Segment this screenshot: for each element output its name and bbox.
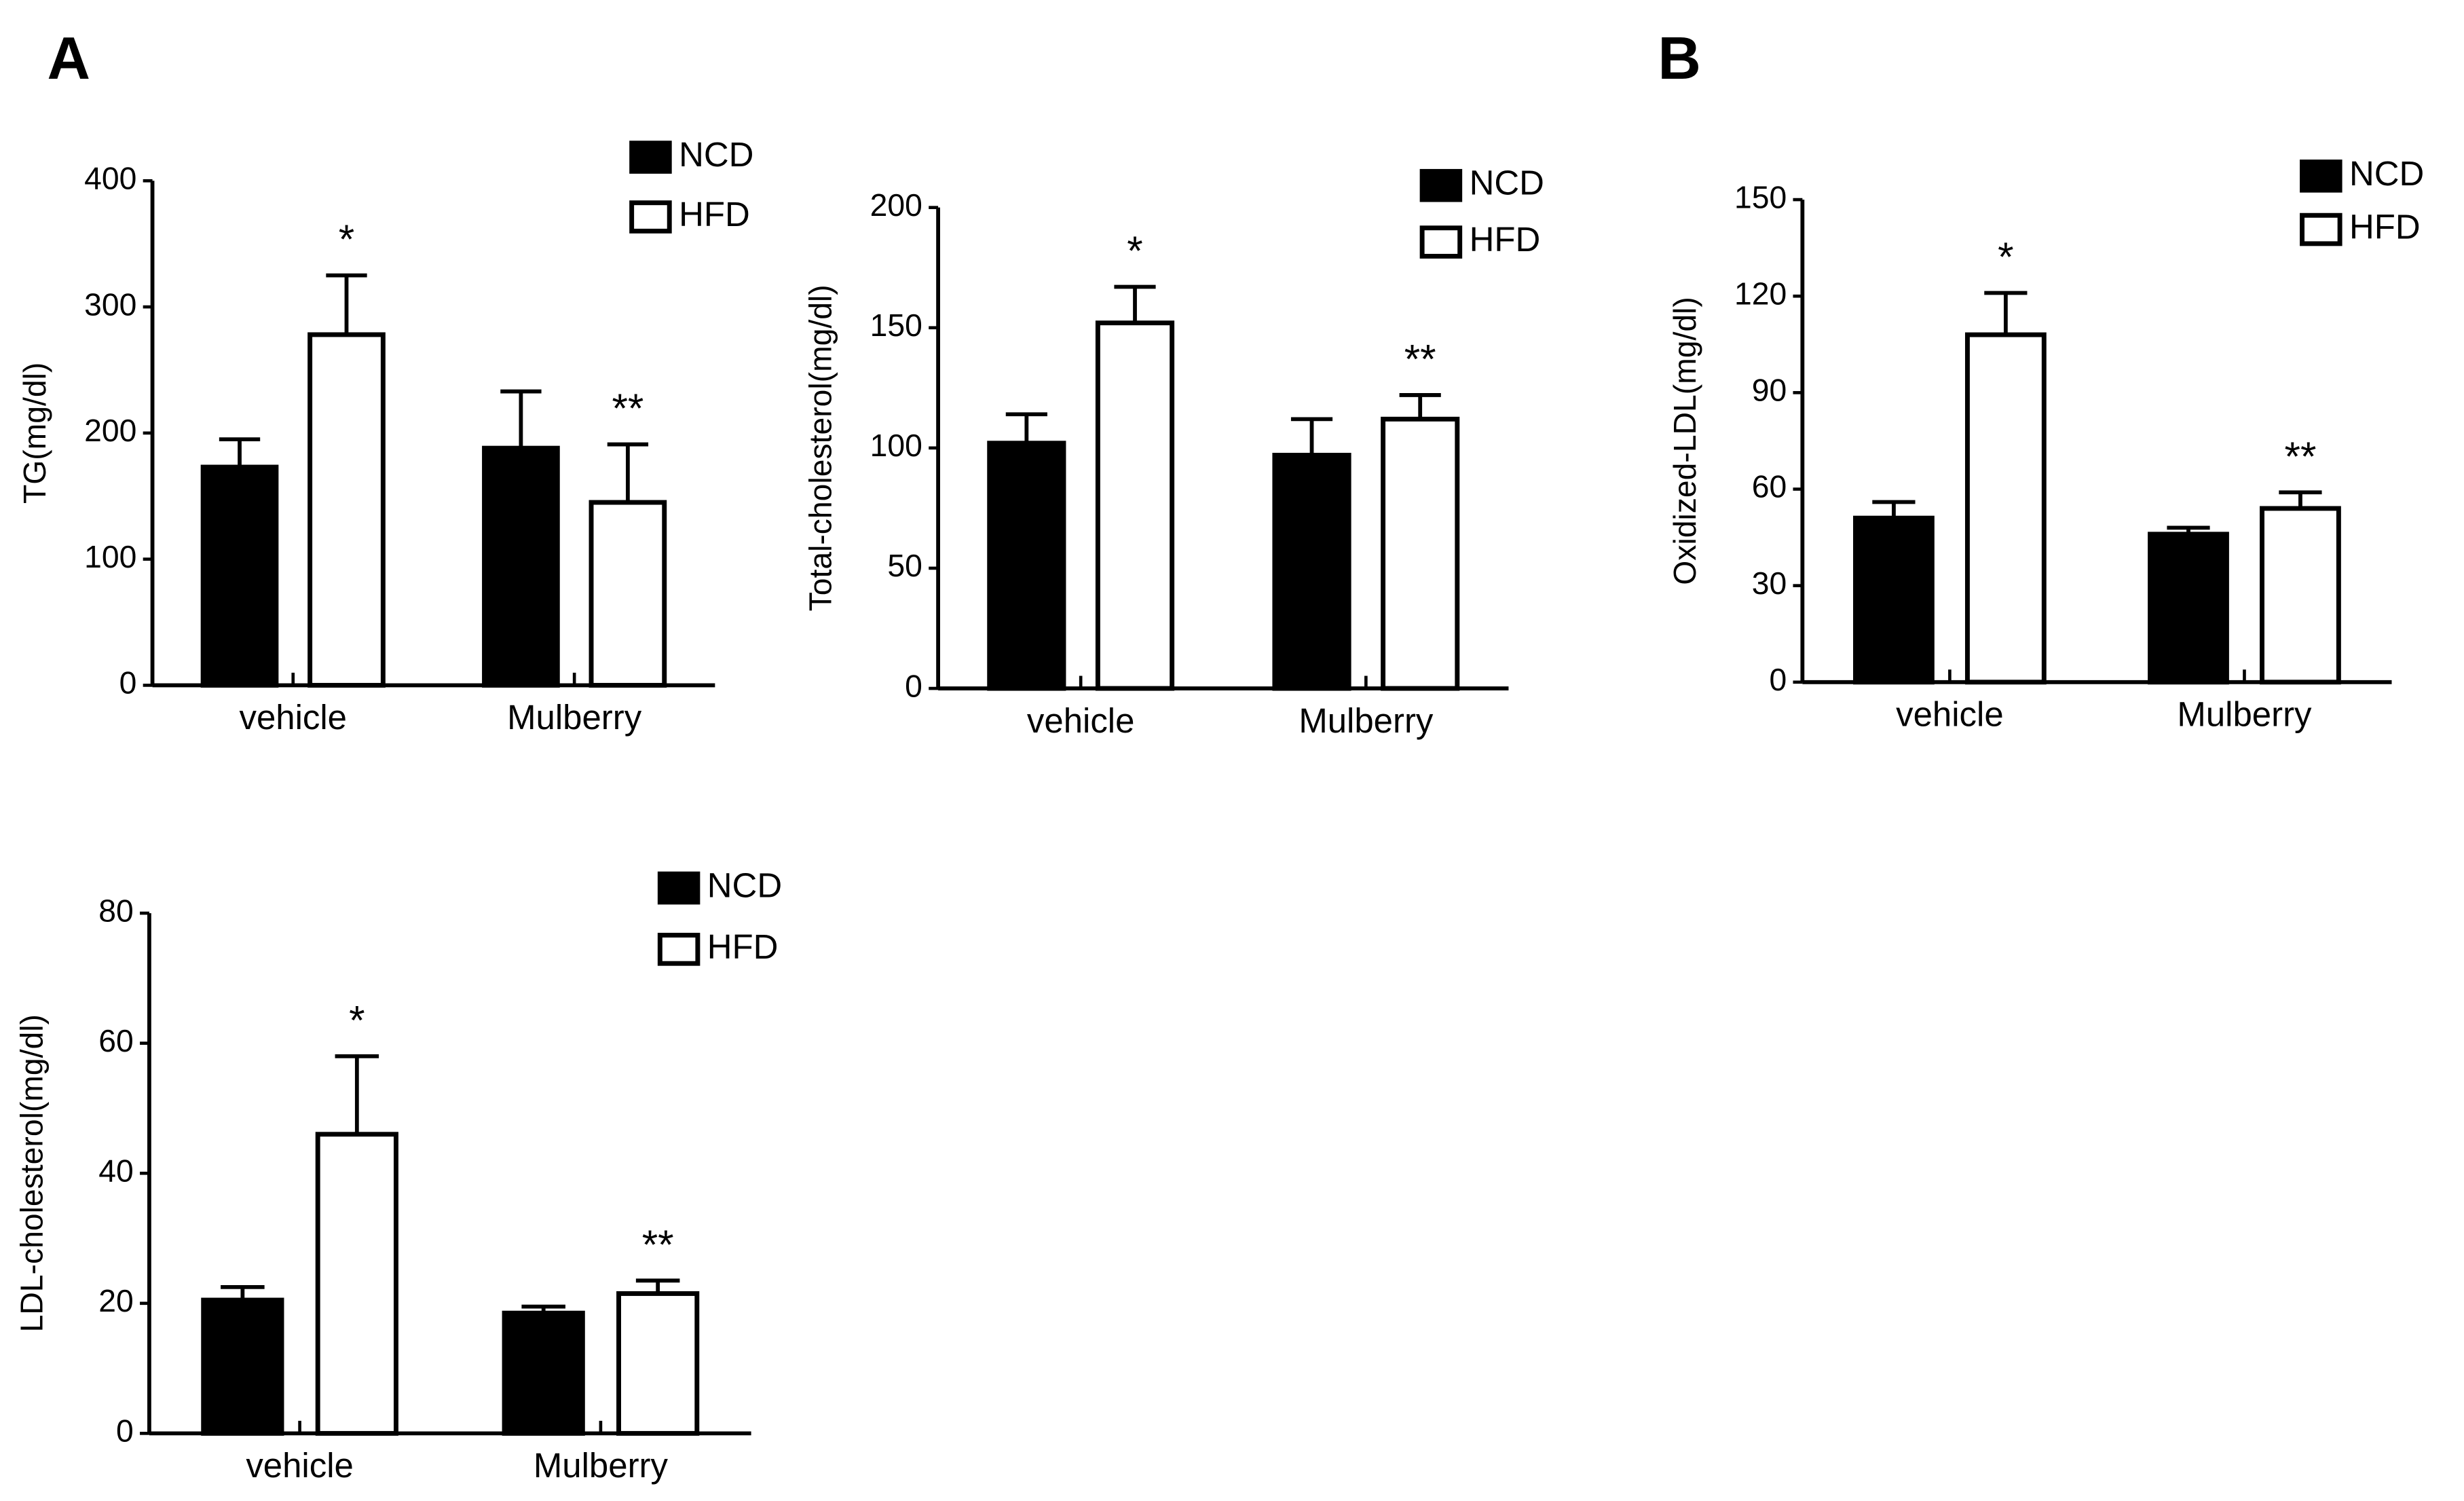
significance-label: * xyxy=(1127,228,1142,274)
chart: 0 20 40 60 80 LDL-cholesterol(mg/dl) vehicle Mu… xyxy=(14,866,783,1485)
x-tick-label: vehicle xyxy=(246,1446,354,1485)
bar xyxy=(1272,453,1351,691)
x-tick-label: vehicle xyxy=(1027,701,1135,740)
y-tick-label: 100 xyxy=(84,539,136,574)
y-tick-label: 80 xyxy=(98,893,134,928)
legend-swatch xyxy=(657,933,701,966)
significance-label: ** xyxy=(2285,434,2317,479)
y-tick-label: 300 xyxy=(84,286,136,322)
legend-swatch xyxy=(657,871,701,905)
y-tick-label: 40 xyxy=(98,1153,134,1188)
bar xyxy=(1964,332,2047,685)
bar xyxy=(1095,320,1175,691)
y-tick-label: 200 xyxy=(84,413,136,448)
bar xyxy=(1853,515,1935,685)
legend-label: NCD xyxy=(679,135,753,174)
y-tick-label: 0 xyxy=(116,1413,134,1449)
y-axis-label: Oxidized-LDL(mg/dl) xyxy=(1667,297,1702,585)
y-tick-label: 50 xyxy=(887,548,922,583)
x-tick-label: vehicle xyxy=(239,698,347,737)
bar xyxy=(307,332,386,688)
legend-swatch xyxy=(1419,225,1463,259)
y-axis-label: LDL-cholesterol(mg/dl) xyxy=(14,1014,50,1332)
significance-label: ** xyxy=(1404,337,1436,382)
bar xyxy=(1381,416,1460,691)
bar xyxy=(589,500,667,688)
bar xyxy=(2260,506,2341,685)
bar xyxy=(616,1291,700,1436)
legend-swatch xyxy=(2300,212,2342,246)
bar xyxy=(502,1310,585,1436)
legend-label: HFD xyxy=(1470,220,1541,259)
y-tick-label: 120 xyxy=(1734,276,1787,311)
legend-label: HFD xyxy=(2349,208,2421,246)
chart: 0 30 60 90 120 150 Oxidized-LDL(mg/dl) vehicle M… xyxy=(1667,154,2424,734)
panel-label: B xyxy=(1658,24,1701,92)
significance-label: ** xyxy=(642,1222,674,1267)
y-tick-label: 60 xyxy=(1752,469,1787,504)
legend-label: HFD xyxy=(707,927,779,966)
x-tick-label: Mulberry xyxy=(534,1446,669,1485)
y-axis-label: TG(mg/dl) xyxy=(17,363,52,504)
legend-label: HFD xyxy=(679,195,750,234)
chart: 0 100 200 300 400 TG(mg/dl) vehicle Mulberry NCD… xyxy=(17,135,753,737)
legend-swatch xyxy=(629,200,672,234)
x-tick-label: Mulberry xyxy=(1299,701,1434,740)
chart: 0 50 100 150 200 Total-cholesterol(mg/dl) vehi… xyxy=(803,164,1544,740)
y-tick-label: 400 xyxy=(84,161,136,196)
bar xyxy=(2148,532,2229,685)
significance-label: * xyxy=(349,997,365,1043)
y-tick-label: 20 xyxy=(98,1283,134,1318)
significance-label: * xyxy=(339,217,354,262)
y-tick-label: 200 xyxy=(870,187,922,223)
bar xyxy=(315,1132,398,1436)
bar xyxy=(987,441,1066,691)
bar xyxy=(482,445,560,688)
legend-swatch xyxy=(629,141,672,174)
legend-swatch xyxy=(2300,160,2342,193)
y-axis-label: Total-cholesterol(mg/dl) xyxy=(803,284,838,611)
legend-label: NCD xyxy=(707,866,782,905)
y-tick-label: 60 xyxy=(98,1023,134,1058)
y-tick-label: 150 xyxy=(1734,179,1787,215)
y-tick-label: 0 xyxy=(905,668,922,703)
bar xyxy=(200,464,279,688)
legend-label: NCD xyxy=(1470,164,1544,202)
y-tick-label: 150 xyxy=(870,308,922,343)
panel-label: A xyxy=(47,24,90,92)
y-tick-label: 0 xyxy=(1769,662,1787,697)
significance-label: ** xyxy=(612,386,643,431)
bar xyxy=(201,1297,284,1436)
x-tick-label: Mulberry xyxy=(2177,695,2312,734)
y-tick-label: 30 xyxy=(1752,566,1787,601)
y-tick-label: 0 xyxy=(119,665,137,701)
significance-label: * xyxy=(1998,234,2013,280)
legend-swatch xyxy=(1419,168,1463,202)
x-tick-label: vehicle xyxy=(1896,695,2004,734)
y-tick-label: 90 xyxy=(1752,373,1787,408)
y-tick-label: 100 xyxy=(870,428,922,463)
x-tick-label: Mulberry xyxy=(507,698,642,737)
legend-label: NCD xyxy=(2349,154,2424,193)
